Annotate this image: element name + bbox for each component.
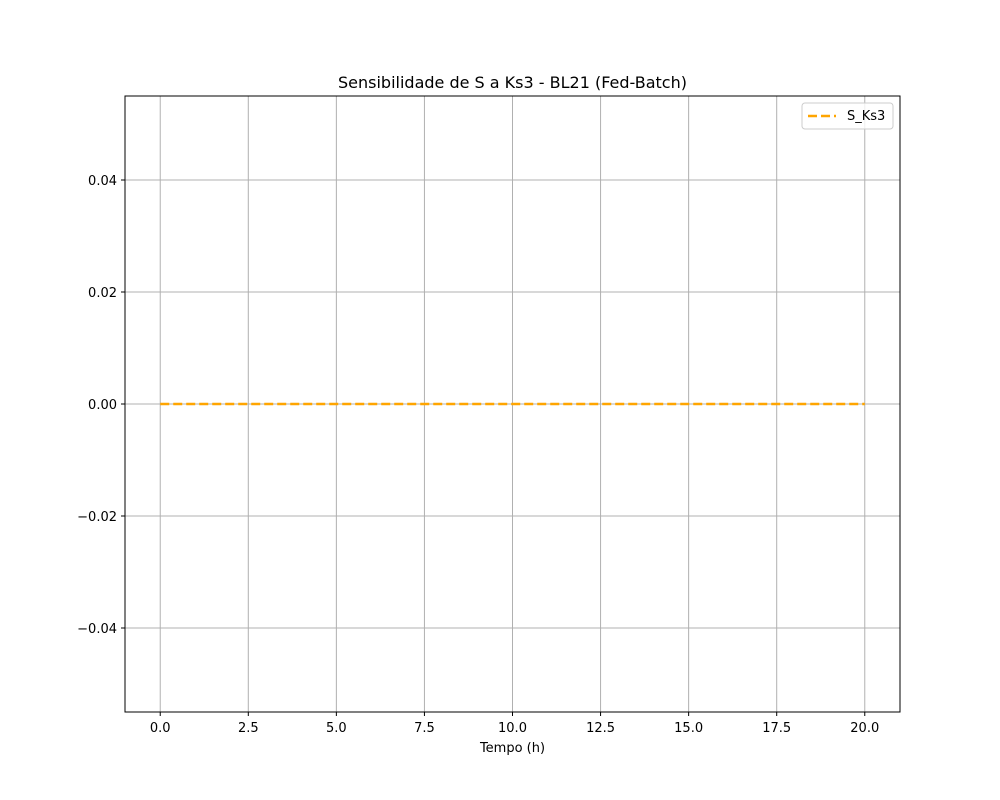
x-tick-label: 2.5 (238, 721, 259, 736)
x-tick-label: 12.5 (586, 721, 615, 736)
y-tick-label: −0.02 (77, 510, 117, 525)
x-tick-label: 15.0 (674, 721, 703, 736)
x-tick-label: 20.0 (850, 721, 879, 736)
legend: S_Ks3 (802, 103, 893, 129)
x-tick-label: 5.0 (326, 721, 347, 736)
x-axis-label: Tempo (h) (479, 741, 545, 756)
y-tick-label: 0.00 (88, 398, 117, 413)
x-tick-label: 7.5 (414, 721, 435, 736)
y-tick-label: −0.04 (77, 622, 117, 637)
x-tick-label: 0.0 (150, 721, 171, 736)
y-tick-label: 0.02 (88, 286, 117, 301)
x-tick-label: 17.5 (762, 721, 791, 736)
chart-title: Sensibilidade de S a Ks3 - BL21 (Fed-Bat… (338, 73, 687, 92)
x-tick-label: 10.0 (498, 721, 527, 736)
y-tick-label: 0.04 (88, 174, 117, 189)
legend-label-s-ks3: S_Ks3 (847, 109, 885, 124)
